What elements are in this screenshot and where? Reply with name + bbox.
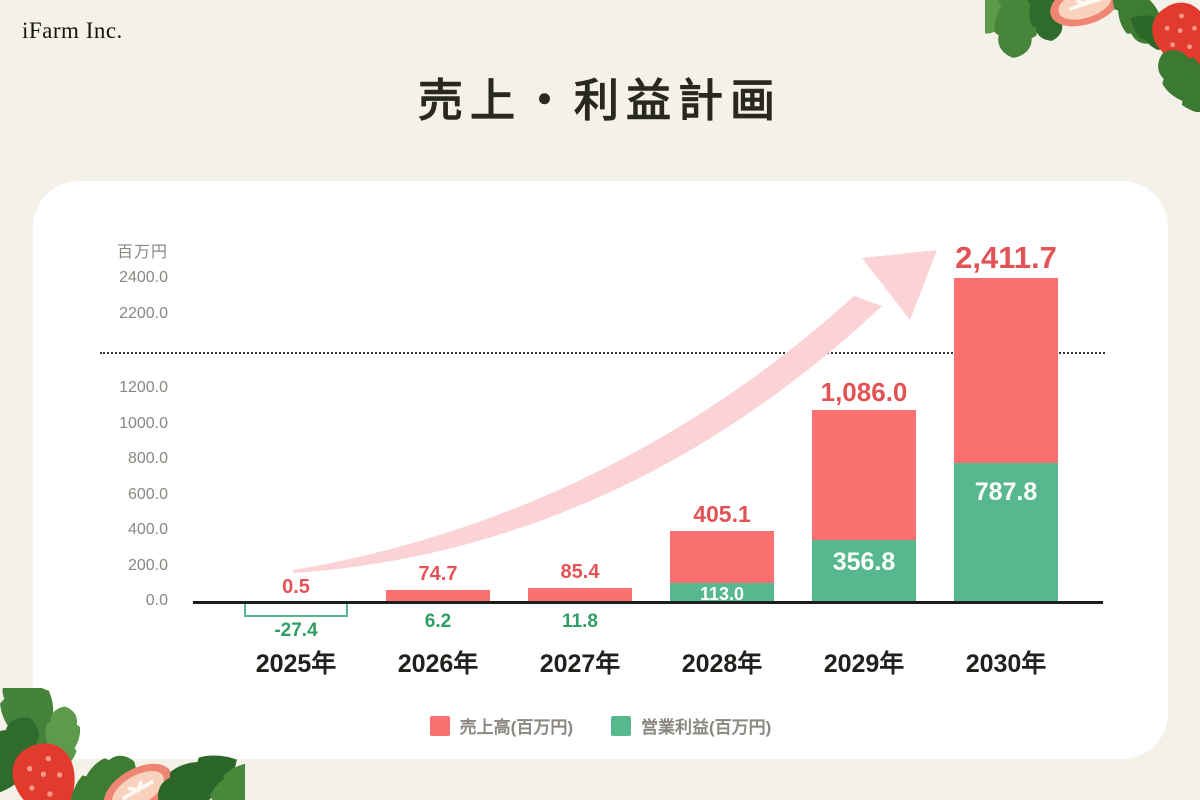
brand-logo-text: iFarm Inc. (22, 18, 123, 43)
bar-label-profit: 6.2 (424, 611, 452, 632)
legend-swatch-sales (429, 715, 450, 736)
strawberry-decoration-top-right (985, 0, 1200, 112)
x-axis-label: 2030年 (965, 650, 1047, 678)
bar-profit (812, 539, 916, 603)
y-tick-label: 0.0 (145, 592, 168, 609)
x-axis-label: 2027年 (539, 650, 621, 678)
y-axis-unit-label: 百万円 (116, 244, 168, 261)
legend: 売上高(百万円) 営業利益(百万円) (33, 713, 1168, 738)
bar-label-sales: 74.7 (418, 562, 458, 585)
bar-sales (528, 587, 632, 603)
y-tick-label: 800.0 (127, 450, 168, 467)
bar-label-profit: 787.8 (974, 478, 1038, 507)
bar-label-sales: 85.4 (560, 560, 600, 583)
legend-label-sales: 売上高(百万円) (459, 718, 573, 737)
bar-profit (954, 463, 1058, 603)
strawberry-decoration-bottom-left (0, 688, 245, 800)
legend-item-sales: 売上高(百万円) (429, 713, 573, 738)
x-axis-line (193, 601, 1103, 604)
bar-label-profit: 356.8 (832, 547, 896, 576)
profit-negative-box (244, 604, 348, 617)
bar-label-profit: 113.0 (699, 583, 745, 604)
legend-label-profit: 営業利益(百万円) (641, 718, 772, 737)
bar-label-sales: 1,086.0 (820, 377, 908, 408)
bar-profit (670, 582, 774, 603)
y-tick-label: 1000.0 (119, 414, 168, 432)
x-axis-label: 2026年 (397, 650, 479, 678)
bar-label-profit: -27.4 (274, 620, 318, 641)
bar-sales (386, 589, 490, 603)
x-axis-label: 2028年 (681, 650, 763, 678)
bar-label-sales: 0.5 (282, 576, 310, 598)
growth-arrow (293, 250, 937, 573)
bar-label-profit: 11.8 (562, 611, 598, 632)
bar-label-sales: 405.1 (693, 501, 751, 528)
legend-swatch-profit (611, 715, 631, 736)
legend-item-profit: 営業利益(百万円) (611, 713, 771, 738)
bar-label-sales: 2,411.7 (955, 239, 1057, 275)
x-axis-label: 2025年 (255, 650, 337, 678)
y-tick-label: 200.0 (127, 556, 168, 574)
y-tick-label: 2200.0 (119, 305, 168, 322)
y-tick-label: 400.0 (127, 521, 168, 538)
page-title: 売上・利益計画 (417, 75, 782, 126)
y-tick-label: 1200.0 (119, 379, 168, 396)
axis-break-dotted-line (100, 352, 1105, 354)
y-tick-label: 600.0 (127, 485, 168, 503)
x-axis-label: 2029年 (823, 650, 905, 678)
y-tick-label: 2400.0 (119, 269, 168, 286)
